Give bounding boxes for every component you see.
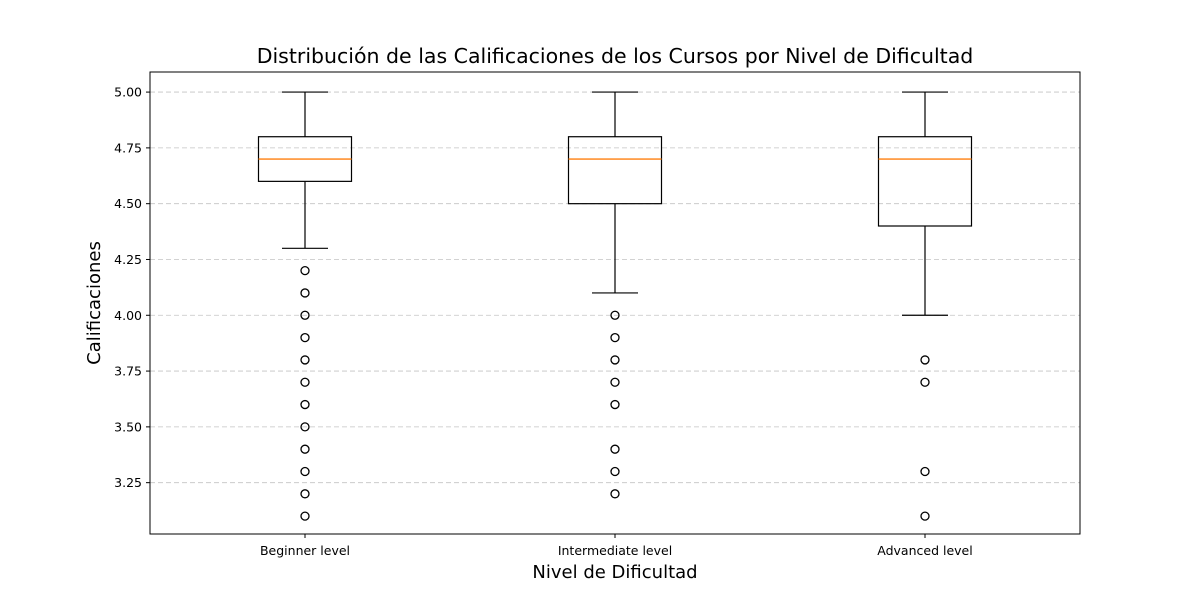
outlier-point bbox=[300, 511, 310, 521]
outlier-point bbox=[610, 355, 620, 365]
x-tick-label: Advanced level bbox=[877, 543, 972, 558]
box-iqr bbox=[877, 136, 973, 227]
box-group bbox=[567, 91, 663, 499]
outlier-point bbox=[920, 511, 930, 521]
outlier-point bbox=[610, 489, 620, 499]
outlier-point bbox=[300, 310, 310, 320]
outlier-point bbox=[610, 377, 620, 387]
box-group bbox=[877, 91, 973, 521]
box-iqr bbox=[567, 136, 663, 205]
outlier-point bbox=[610, 332, 620, 343]
outlier-point bbox=[610, 399, 620, 410]
outlier-point bbox=[300, 489, 310, 499]
outlier-point bbox=[300, 466, 310, 477]
outlier-point bbox=[300, 288, 310, 298]
outlier-point bbox=[920, 377, 930, 387]
y-tick-label: 3.75 bbox=[114, 364, 142, 379]
outlier-point bbox=[300, 377, 310, 387]
outlier-point bbox=[300, 399, 310, 410]
chart-title: Distribución de las Calificaciones de lo… bbox=[257, 44, 974, 68]
outlier-point bbox=[300, 355, 310, 365]
x-tick-label: Intermediate level bbox=[558, 543, 672, 558]
box-layer bbox=[257, 91, 973, 521]
x-axis: Beginner level Intermediate level Advanced… bbox=[260, 534, 973, 558]
outlier-point bbox=[610, 466, 620, 477]
y-axis-title: Calificaciones bbox=[84, 241, 105, 365]
y-tick-label: 3.50 bbox=[114, 419, 142, 434]
outlier-point bbox=[300, 422, 310, 432]
y-tick-label: 4.50 bbox=[114, 196, 142, 211]
x-tick-label: Beginner level bbox=[260, 543, 350, 558]
y-tick-label: 5.00 bbox=[114, 85, 142, 100]
outlier-point bbox=[920, 355, 930, 365]
outlier-point bbox=[300, 265, 310, 276]
outlier-point bbox=[920, 466, 930, 477]
outlier-point bbox=[300, 332, 310, 343]
y-tick-label: 3.25 bbox=[114, 475, 142, 490]
box-group bbox=[257, 91, 353, 521]
outlier-point bbox=[300, 444, 310, 454]
x-axis-title: Nivel de Dificultad bbox=[532, 562, 697, 583]
y-tick-label: 4.00 bbox=[114, 308, 142, 323]
outlier-point bbox=[610, 444, 620, 454]
plot-frame bbox=[149, 71, 1081, 535]
y-tick-label: 4.75 bbox=[114, 140, 142, 155]
y-tick-label: 4.25 bbox=[114, 252, 142, 267]
y-axis: 3.25 3.50 3.75 4.00 4.25 4.50 4.75 5.00 bbox=[114, 85, 150, 490]
outlier-point bbox=[610, 310, 620, 320]
